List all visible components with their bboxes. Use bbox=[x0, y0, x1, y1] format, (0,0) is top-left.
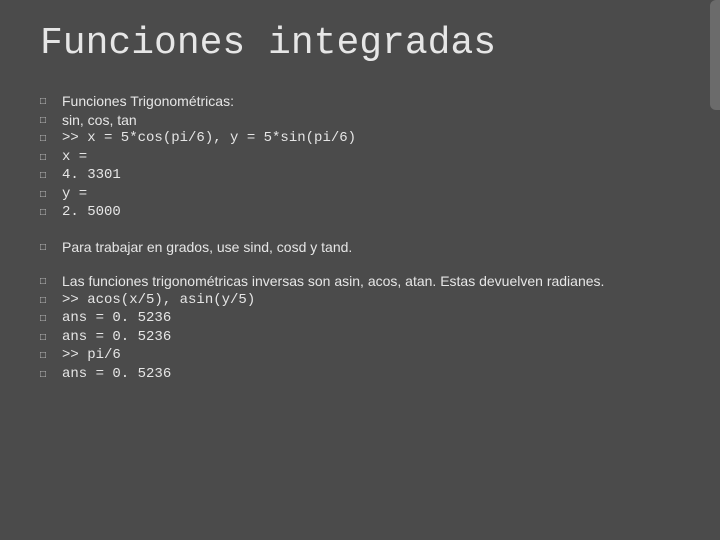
bullet-text: Para trabajar en grados, use sind, cosd … bbox=[62, 239, 680, 257]
bullet-text: 2. 5000 bbox=[62, 204, 680, 222]
bullet-row: □ans = 0. 5236 bbox=[40, 329, 680, 347]
group-gap bbox=[40, 257, 680, 273]
bullet-text: ans = 0. 5236 bbox=[62, 329, 680, 347]
bullet-text: >> acos(x/5), asin(y/5) bbox=[62, 292, 680, 310]
bullet-text: sin, cos, tan bbox=[62, 112, 680, 130]
slide-accent-tab bbox=[710, 0, 720, 110]
slide: Funciones integradas □Funciones Trigonom… bbox=[0, 0, 720, 540]
bullet-marker-icon: □ bbox=[40, 112, 62, 128]
bullet-marker-icon: □ bbox=[40, 186, 62, 202]
bullet-marker-icon: □ bbox=[40, 366, 62, 382]
bullet-text: Las funciones trigonométricas inversas s… bbox=[62, 273, 680, 291]
bullet-row: □>> pi/6 bbox=[40, 347, 680, 365]
bullet-text: y = bbox=[62, 186, 680, 204]
bullet-row: □Las funciones trigonométricas inversas … bbox=[40, 273, 680, 291]
bullet-marker-icon: □ bbox=[40, 149, 62, 165]
group-gap bbox=[40, 223, 680, 239]
bullet-row: □>> x = 5*cos(pi/6), y = 5*sin(pi/6) bbox=[40, 130, 680, 148]
bullet-marker-icon: □ bbox=[40, 310, 62, 326]
bullet-marker-icon: □ bbox=[40, 239, 62, 255]
bullet-text: >> x = 5*cos(pi/6), y = 5*sin(pi/6) bbox=[62, 130, 680, 148]
bullet-marker-icon: □ bbox=[40, 273, 62, 289]
bullet-text: ans = 0. 5236 bbox=[62, 366, 680, 384]
bullet-row: □Funciones Trigonométricas: bbox=[40, 93, 680, 111]
bullet-row: □sin, cos, tan bbox=[40, 112, 680, 130]
bullet-list: □Funciones Trigonométricas:□sin, cos, ta… bbox=[40, 93, 680, 383]
bullet-marker-icon: □ bbox=[40, 167, 62, 183]
bullet-row: □ans = 0. 5236 bbox=[40, 310, 680, 328]
slide-title: Funciones integradas bbox=[40, 22, 680, 65]
bullet-marker-icon: □ bbox=[40, 329, 62, 345]
bullet-marker-icon: □ bbox=[40, 204, 62, 220]
bullet-text: 4. 3301 bbox=[62, 167, 680, 185]
bullet-row: □y = bbox=[40, 186, 680, 204]
bullet-marker-icon: □ bbox=[40, 347, 62, 363]
bullet-row: □>> acos(x/5), asin(y/5) bbox=[40, 292, 680, 310]
bullet-text: Funciones Trigonométricas: bbox=[62, 93, 680, 111]
bullet-text: ans = 0. 5236 bbox=[62, 310, 680, 328]
bullet-row: □x = bbox=[40, 149, 680, 167]
bullet-row: □4. 3301 bbox=[40, 167, 680, 185]
bullet-row: □2. 5000 bbox=[40, 204, 680, 222]
bullet-marker-icon: □ bbox=[40, 93, 62, 109]
bullet-marker-icon: □ bbox=[40, 292, 62, 308]
bullet-text: >> pi/6 bbox=[62, 347, 680, 365]
bullet-marker-icon: □ bbox=[40, 130, 62, 146]
bullet-text: x = bbox=[62, 149, 680, 167]
bullet-row: □Para trabajar en grados, use sind, cosd… bbox=[40, 239, 680, 257]
bullet-row: □ans = 0. 5236 bbox=[40, 366, 680, 384]
